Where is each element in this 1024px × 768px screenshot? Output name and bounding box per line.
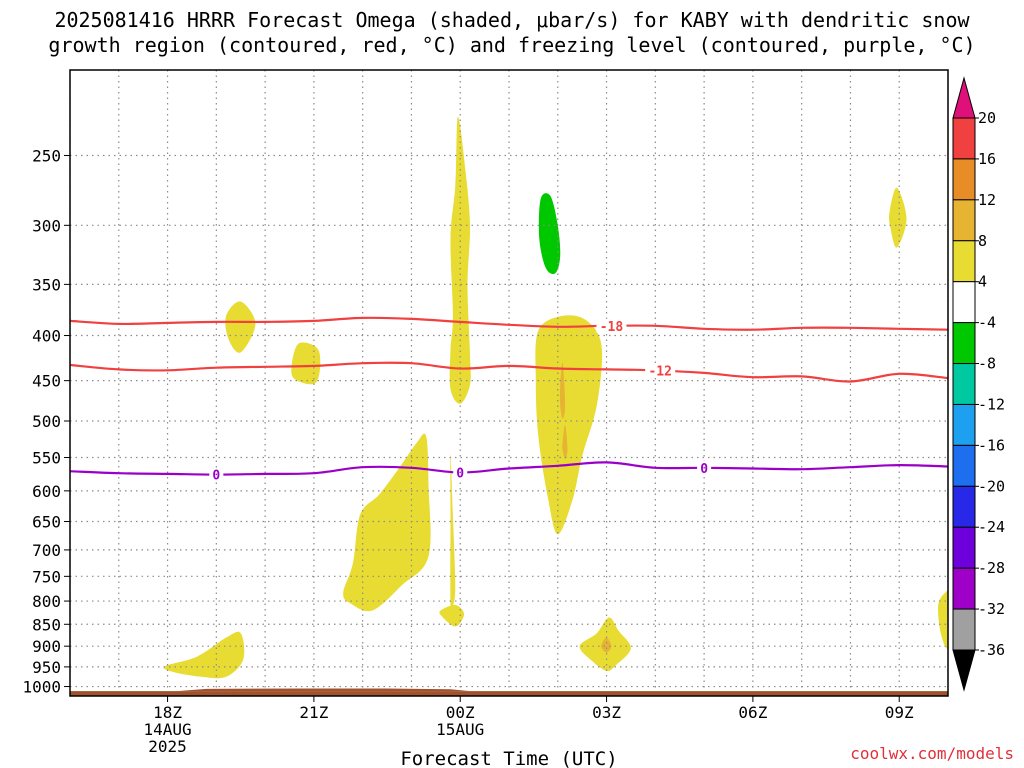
colorbar-bin-3 (952, 240, 976, 283)
omega-region-11 (559, 362, 566, 419)
omega-region-20 (935, 432, 948, 529)
colorbar-label-0: 20 (978, 109, 996, 127)
credit-text: coolwx.com/models (850, 744, 1014, 763)
x-tick-label-0-0: 18Z (153, 703, 182, 722)
x-tick-label-4-0: 06Z (738, 703, 767, 722)
omega-region-9 (888, 187, 907, 248)
y-tick-label-750: 750 (32, 567, 61, 586)
x-tick-label-5-0: 09Z (885, 703, 914, 722)
colorbar-label-3: 8 (978, 232, 987, 250)
isotherm-extra-label-0: 0 (456, 467, 464, 482)
colorbar-bin-6 (952, 363, 976, 405)
omega-region-12 (562, 424, 568, 459)
isotherm-label-2-bg (209, 467, 224, 482)
y-tick-label-400: 400 (32, 327, 61, 346)
omega-region-1 (291, 342, 321, 385)
colorbar-label-12: -32 (978, 600, 1005, 618)
colorbar: 20 16 12 8 4 -4 -8 -12 -16 -20 -24 -28 -32 -36 (952, 76, 1005, 692)
y-tick-label-700: 700 (32, 541, 61, 560)
omega-region-0 (225, 301, 256, 353)
y-tick-label-900: 900 (32, 637, 61, 656)
isotherm-extra-label-1: 0 (700, 462, 708, 477)
isotherm-label-1-bg (645, 363, 676, 378)
colorbar-label-11: -28 (978, 559, 1005, 577)
y-tick-label-450: 450 (32, 372, 61, 391)
chart-title-line-2: growth region (contoured, red, °C) and f… (48, 33, 975, 57)
terrain-fill (70, 691, 948, 696)
omega-region-17 (633, 504, 688, 594)
isotherm-extra-label-1-bg (697, 460, 712, 475)
y-axis: 250 300 350 400 450 500 550 600 650 700 750 800 850 9… (22, 146, 70, 697)
y-tick-label-250: 250 (32, 146, 61, 165)
y-tick-label-350: 350 (32, 275, 61, 294)
y-tick-label-650: 650 (32, 513, 61, 532)
x-tick-label-2-0: 00Z (446, 703, 475, 722)
y-tick-label-500: 500 (32, 412, 61, 431)
isotherm-line-1 (70, 361, 948, 383)
colorbar-bin-2 (952, 199, 976, 242)
chart-title-line-1: 2025081416 HRRR Forecast Omega (shaded, … (54, 8, 970, 32)
isotherm-extra-label-0-bg (453, 465, 468, 480)
y-tick-label-800: 800 (32, 592, 61, 611)
colorbar-label-7: -12 (978, 395, 1005, 413)
y-tick-label-550: 550 (32, 449, 61, 468)
colorbar-bin-5 (952, 322, 976, 365)
colorbar-bin-11 (952, 567, 976, 610)
y-tick-label-1000: 1000 (22, 678, 61, 697)
isotherm-lines: -18 -12 0 0 0 (70, 316, 948, 484)
isotherm-line-0 (70, 316, 948, 331)
colorbar-bin-0 (952, 117, 976, 160)
omega-region-10 (938, 590, 948, 649)
omega-region-16 (454, 471, 520, 632)
omega-region-13 (601, 637, 612, 653)
colorbar-bin-4 (952, 281, 976, 324)
omega-region-18 (601, 398, 614, 436)
x-tick-label-1-0: 21Z (299, 703, 328, 722)
omega-region-5 (439, 604, 465, 627)
isotherm-label-2: 0 (212, 469, 220, 484)
colorbar-label-5: -4 (978, 314, 996, 332)
colorbar-bin-7 (952, 403, 976, 446)
colorbar-label-10: -24 (978, 518, 1005, 536)
isotherm-label-0: -18 (600, 320, 624, 335)
x-tick-label-2-1: 15AUG (436, 720, 484, 739)
y-tick-label-950: 950 (32, 658, 61, 677)
omega-region-3 (343, 433, 431, 612)
colorbar-label-1: 16 (978, 150, 996, 168)
colorbar-label-4: 4 (978, 273, 987, 291)
x-axis-label: Forecast Time (UTC) (400, 748, 617, 768)
omega-region-21 (538, 193, 561, 275)
colorbar-bin-10 (952, 526, 976, 569)
colorbar-under-arrow (952, 649, 976, 692)
y-tick-label-600: 600 (32, 482, 61, 501)
colorbar-bin-9 (952, 485, 976, 528)
colorbar-bin-1 (952, 158, 976, 201)
x-tick-label-3-0: 03Z (592, 703, 621, 722)
omega-region-19 (410, 653, 422, 672)
omega-region-6 (449, 116, 471, 404)
x-tick-label-0-2: 2025 (148, 737, 187, 756)
isotherm-label-1: -12 (648, 365, 671, 380)
colorbar-label-8: -16 (978, 436, 1005, 454)
isotherm-label-0-bg (596, 318, 627, 333)
colorbar-label-9: -20 (978, 477, 1005, 495)
colorbar-label-2: 12 (978, 191, 996, 209)
colorbar-over-arrow (952, 76, 976, 119)
colorbar-label-13: -36 (978, 641, 1005, 659)
y-tick-label-300: 300 (32, 216, 61, 235)
colorbar-label-6: -8 (978, 355, 996, 373)
plot-frame (69, 69, 949, 697)
terrain-ridge (177, 688, 470, 692)
y-tick-label-850: 850 (32, 615, 61, 634)
colorbar-bin-12 (952, 608, 976, 651)
colorbar-bin-8 (952, 444, 976, 487)
omega-region-15 (494, 74, 625, 291)
x-tick-label-0-1: 14AUG (143, 720, 191, 739)
grid-lines (70, 70, 948, 696)
omega-region-4 (450, 454, 456, 614)
terrain-layer (70, 688, 948, 696)
